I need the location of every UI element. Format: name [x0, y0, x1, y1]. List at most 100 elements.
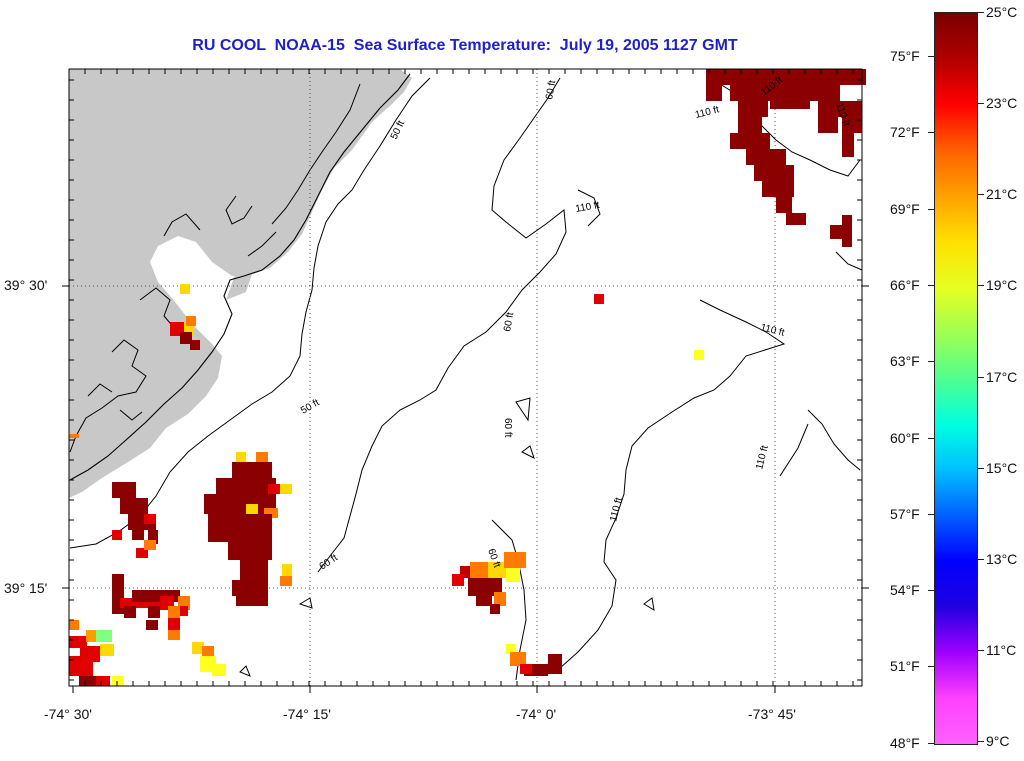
- sst-pixel: [232, 580, 248, 596]
- sst-pixel: [180, 284, 190, 294]
- contour-label: 110 ft: [754, 444, 771, 470]
- sst-pixel: [146, 620, 158, 630]
- sst-pixel: [69, 656, 93, 676]
- colorbar-celsius-label: 15°C: [986, 459, 1018, 476]
- colorbar-fahrenheit-label: 75°F: [890, 48, 920, 64]
- sst-pixel: [520, 664, 532, 674]
- sst-pixel: [144, 514, 156, 524]
- sst-pixel: [494, 592, 506, 606]
- sst-pixel: [202, 646, 214, 656]
- colorbar-tick: [928, 437, 934, 439]
- sst-pixel: [96, 676, 110, 686]
- sst-pixel: [488, 562, 506, 578]
- sst-pixel: [100, 644, 114, 656]
- colorbar-celsius-label: 11°C: [986, 641, 1017, 658]
- sst-pixel: [770, 101, 810, 109]
- map-frame: [68, 68, 863, 687]
- colorbar-fahrenheit-label: 48°F: [890, 734, 920, 751]
- contour-label: 60 ft: [318, 552, 340, 572]
- contour-60ft: [317, 77, 567, 573]
- contour-label: 110 ft: [694, 104, 720, 121]
- sst-pixel: [240, 560, 268, 580]
- sst-pixel: [148, 530, 158, 544]
- sst-pixel: [786, 213, 806, 225]
- sst-pixel: [190, 340, 200, 350]
- colorbar-tick: [978, 12, 984, 13]
- sst-pixel: [706, 69, 866, 85]
- sst-pixel: [124, 606, 136, 618]
- colorbar-celsius-label: 25°C: [986, 4, 1018, 20]
- sst-pixel: [216, 478, 276, 494]
- colorbar-celsius-label: 17°C: [986, 368, 1018, 385]
- sst-pixel: [594, 294, 604, 304]
- contour-50ft: [69, 77, 431, 549]
- colorbar-celsius-label: 9°C: [986, 733, 1010, 749]
- sst-pixel: [506, 644, 516, 654]
- sst-pixel: [246, 504, 258, 514]
- sst-pixel: [69, 620, 79, 630]
- sst-pixel: [762, 181, 794, 197]
- sst-pixel: [776, 197, 792, 213]
- sst-pixel: [186, 316, 196, 326]
- contour-label: 110 ft: [575, 200, 601, 215]
- colorbar-tick: [928, 284, 934, 286]
- sst-pixel: [694, 350, 704, 360]
- colorbar-tick: [928, 513, 934, 515]
- sst-pixel: [468, 578, 502, 596]
- sst-pixel: [818, 117, 838, 133]
- sst-pixel: [132, 530, 144, 540]
- sst-pixel: [830, 225, 842, 239]
- contour-loop: [239, 397, 655, 677]
- colorbar-tick: [928, 742, 934, 744]
- sst-pixel: [120, 498, 148, 514]
- colorbar-tick: [978, 103, 984, 105]
- sst-pixel: [490, 604, 500, 614]
- sst-pixel: [228, 540, 272, 560]
- sst-pixel: [510, 652, 526, 666]
- sst-pixel: [818, 101, 862, 117]
- sst-pixel: [144, 540, 156, 550]
- colorbar-tick: [928, 56, 934, 57]
- sst-pixel: [256, 452, 268, 462]
- sst-pixel: [738, 101, 768, 117]
- colorbar-fahrenheit-label: 60°F: [890, 429, 920, 446]
- sst-pixel: [236, 452, 246, 462]
- barrier-island: [69, 83, 361, 453]
- sst-pixel: [168, 630, 180, 640]
- contour-label: 50 ft: [389, 119, 408, 142]
- sst-pixel: [112, 482, 136, 498]
- colorbar-celsius-label: 19°C: [986, 277, 1018, 294]
- sst-pixel: [504, 552, 526, 568]
- colorbar-fahrenheit-label: 72°F: [890, 124, 920, 141]
- axis-ticks: [62, 69, 869, 693]
- contour-110ft: [559, 83, 863, 669]
- land-mass: [69, 69, 412, 498]
- colorbar: [934, 12, 978, 745]
- sst-pixel: [168, 618, 180, 630]
- sst-pixel: [842, 215, 852, 247]
- sst-pixel: [280, 576, 292, 586]
- contour-label: 60 ft: [544, 79, 558, 100]
- sst-pixel: [192, 642, 204, 654]
- contour-label: 60 ft: [502, 311, 516, 332]
- sst-pixel: [730, 133, 770, 149]
- sst-pixel: [180, 606, 188, 616]
- colorbar-tick: [978, 194, 984, 196]
- sst-pixel: [148, 606, 160, 618]
- colorbar-fahrenheit-label: 57°F: [890, 505, 920, 522]
- colorbar-tick: [928, 590, 934, 592]
- sst-pixels: [69, 69, 866, 686]
- colorbar-tick: [978, 741, 984, 742]
- colorbar-fahrenheit-label: 66°F: [890, 276, 920, 293]
- sst-pixel: [69, 636, 87, 648]
- sst-pixel: [506, 568, 520, 582]
- colorbar-tick: [928, 132, 934, 134]
- colorbar-fahrenheit-label: 63°F: [890, 353, 920, 370]
- contour-60ft-b: [491, 519, 527, 681]
- sst-pixel: [180, 332, 192, 344]
- sst-pixel: [746, 149, 786, 165]
- lon-label-3: -74° 0': [516, 706, 557, 722]
- lon-label-4: -73° 45': [748, 706, 796, 722]
- sst-pixel: [208, 514, 272, 542]
- sst-pixel: [212, 664, 226, 676]
